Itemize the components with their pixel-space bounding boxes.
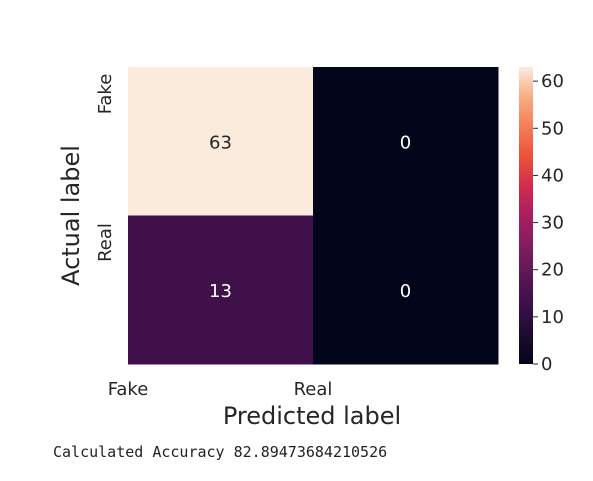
- confusion-matrix-chart: 63 0 13 0 Fake Real Fake Real Actual label Pr…: [57, 67, 564, 430]
- cell-value-label: 63: [209, 132, 232, 153]
- colorbar-tick-label: 60: [541, 71, 564, 92]
- cell-value-label: 13: [209, 281, 232, 302]
- cell-value-label: 0: [400, 132, 411, 153]
- colorbar-tick-label: 0: [541, 354, 552, 375]
- heatmap-cell: [128, 215, 314, 365]
- y-tick-label: Fake: [95, 74, 116, 115]
- x-tick-label: Real: [294, 379, 333, 400]
- heatmap-cell: [313, 67, 499, 216]
- accuracy-output: Calculated Accuracy 82.89473684210526: [53, 443, 388, 461]
- colorbar-tick-label: 20: [541, 260, 564, 281]
- colorbar-tick-label: 30: [541, 213, 564, 234]
- y-tick-label: Real: [95, 223, 116, 262]
- colorbar-tick-label: 40: [541, 165, 564, 186]
- x-axis-label: Predicted label: [223, 402, 401, 430]
- colorbar-ticks: 0 10 20 30 40 50 60: [533, 71, 564, 375]
- heatmap-cell: [313, 215, 499, 365]
- y-axis-label: Actual label: [57, 145, 85, 286]
- heatmap-cells: [128, 67, 499, 365]
- colorbar: [519, 67, 533, 364]
- x-tick-labels: Fake Real: [108, 379, 333, 400]
- colorbar-tick-label: 10: [541, 307, 564, 328]
- y-tick-labels: Fake Real: [95, 74, 116, 262]
- x-tick-label: Fake: [108, 379, 149, 400]
- heatmap-cell-labels: 63 0 13 0: [209, 132, 411, 302]
- cell-value-label: 0: [400, 281, 411, 302]
- colorbar-tick-label: 50: [541, 118, 564, 139]
- heatmap-cell: [128, 67, 314, 216]
